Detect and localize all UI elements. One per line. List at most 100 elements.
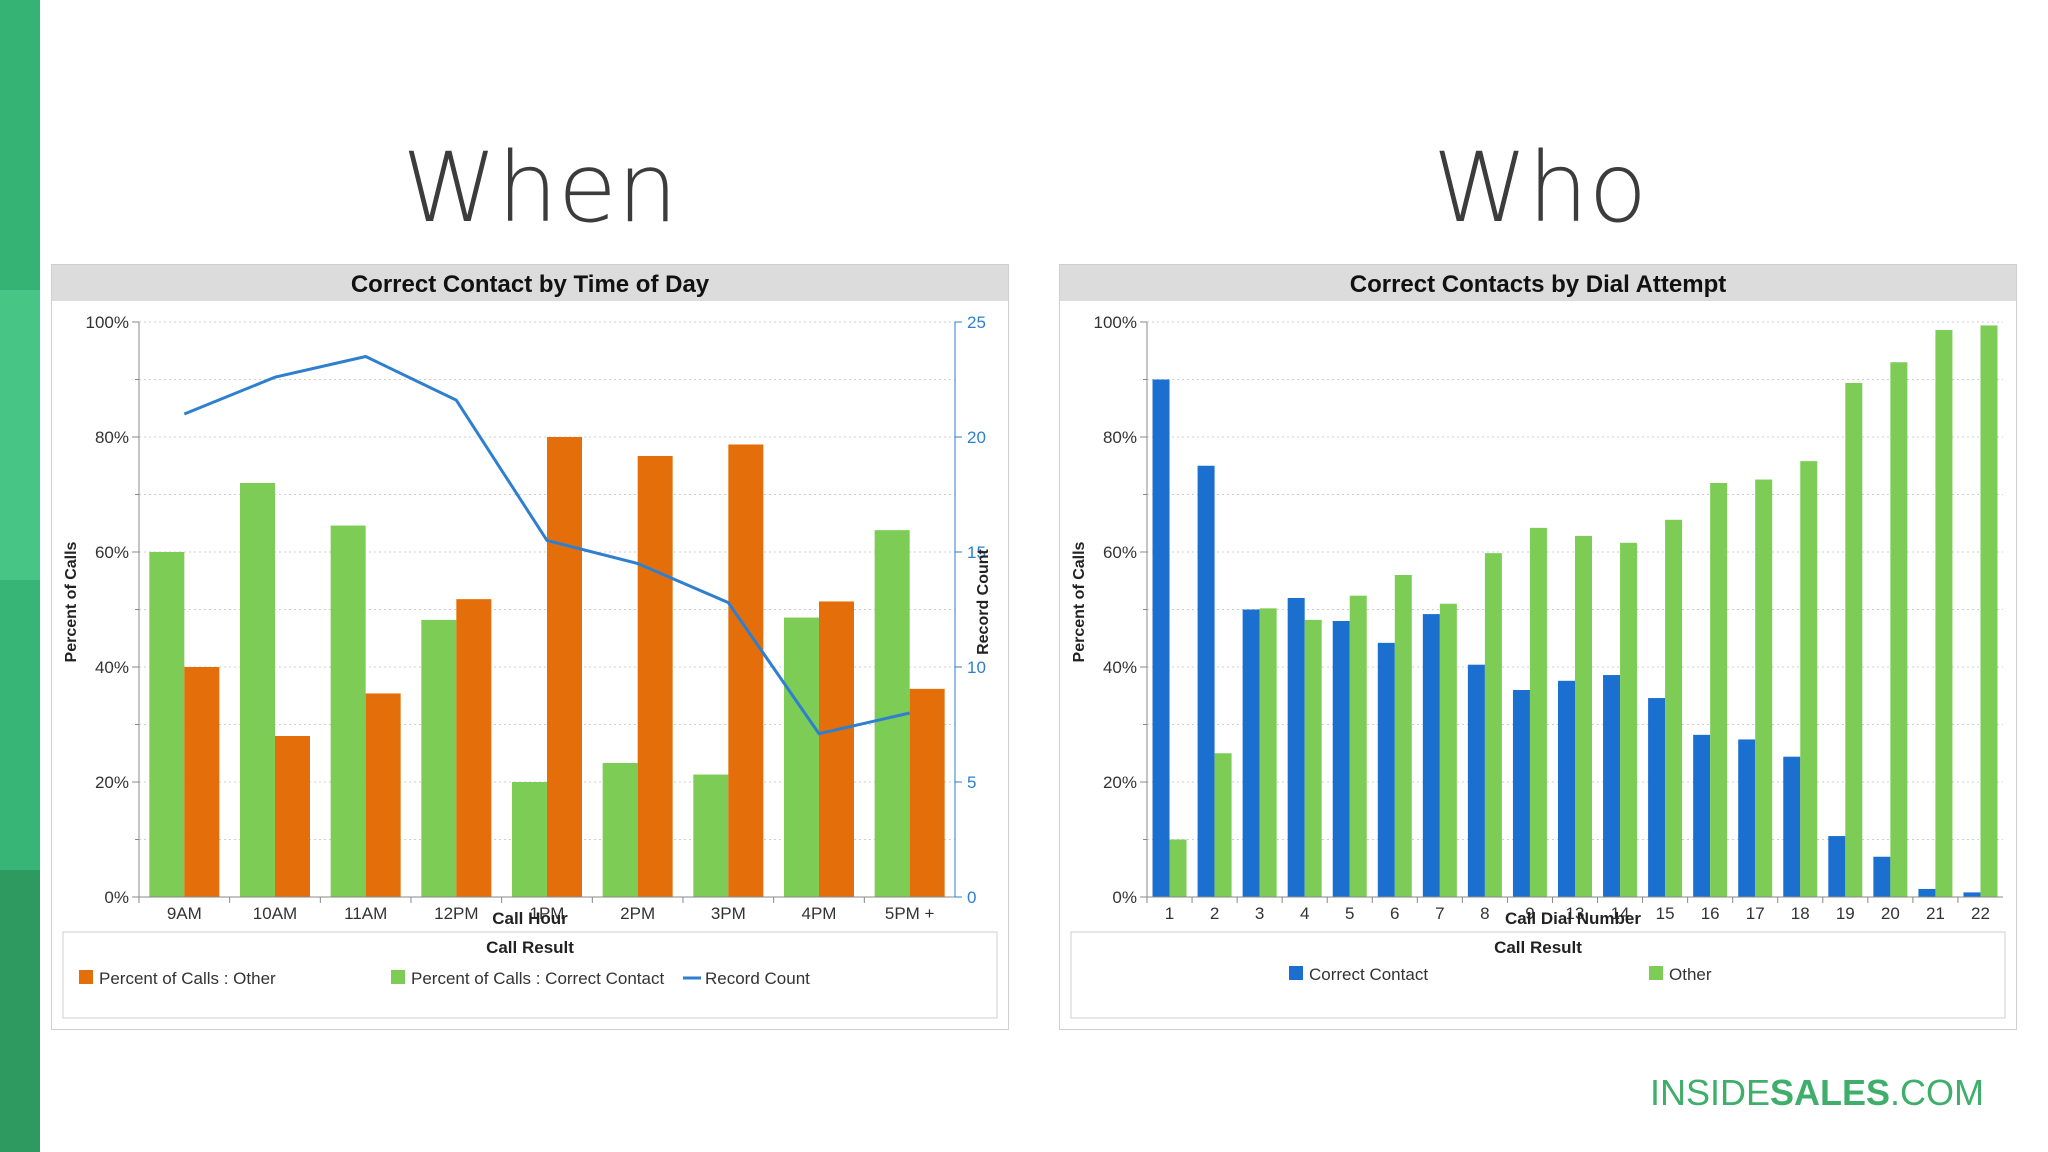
bar-percent-of-calls-other	[456, 599, 492, 897]
y-tick-label: 20%	[1103, 773, 1137, 792]
y2-tick-label: 20	[967, 428, 986, 447]
bar-percent-of-calls-other	[819, 601, 854, 897]
chart-header	[1060, 265, 2016, 301]
legend-label: Percent of Calls : Correct Contact	[411, 969, 664, 988]
y2-tick-label: 0	[967, 888, 976, 907]
y2-tick-label: 15	[967, 543, 986, 562]
bar-percent-of-calls-correct-contact	[693, 774, 729, 897]
y-axis-label: Percent of Calls	[63, 541, 80, 662]
brand-sales: SALES	[1769, 1072, 1890, 1113]
legend-label: Percent of Calls : Other	[99, 969, 276, 988]
bar-correct-contact	[1287, 598, 1305, 897]
insidesales-logo: INSIDESALES.COM	[1650, 1072, 1984, 1114]
bar-other	[1349, 595, 1367, 897]
x-tick-label: 5PM +	[885, 904, 935, 923]
chart-title: Correct Contacts by Dial Attempt	[1350, 271, 1727, 298]
line-record-count	[183, 354, 911, 736]
bar-correct-contact	[1603, 675, 1621, 897]
bar-other	[1890, 362, 1908, 897]
bar-correct-contact	[1873, 856, 1891, 897]
y-tick-label: 60%	[1103, 543, 1137, 562]
bar-other	[1394, 575, 1412, 897]
bar-other	[1755, 479, 1773, 897]
bar-other	[1845, 382, 1863, 897]
x-axis-label: Call Dial Number	[1505, 909, 1641, 928]
y-tick-label: 60%	[95, 543, 129, 562]
bar-correct-contact	[1558, 680, 1575, 897]
bar-percent-of-calls-other	[909, 688, 945, 897]
bar-percent-of-calls-other	[275, 736, 310, 897]
x-tick-label: 13	[1566, 904, 1585, 923]
accent-stripe	[0, 580, 40, 870]
legend-label: Correct Contact	[1309, 965, 1428, 984]
slide-title-who: Who	[1432, 132, 1648, 244]
time-of-day-chart: Correct Contact by Time of Day 0% 20% 40% 6…	[51, 264, 1009, 1030]
bar-percent-of-calls-other	[547, 437, 582, 897]
bar-other	[1529, 527, 1547, 897]
bar-correct-contact	[1197, 465, 1215, 897]
x-tick-label: 5	[1345, 904, 1354, 923]
bar-other	[1665, 519, 1683, 897]
x-tick-label: 2	[1210, 904, 1219, 923]
bar-percent-of-calls-correct-contact	[602, 763, 638, 897]
x-tick-label: 2PM	[620, 904, 655, 923]
bar-correct-contact	[1783, 756, 1801, 897]
x-tick-label: 22	[1971, 904, 1990, 923]
bar-correct-contact	[1152, 379, 1170, 897]
chart-header	[52, 265, 1008, 301]
bar-correct-contact	[1512, 690, 1530, 897]
bar-percent-of-calls-other	[365, 693, 401, 897]
bar-percent-of-calls-other	[184, 667, 220, 897]
bar-percent-of-calls-correct-contact	[784, 617, 819, 897]
x-axis-label: Call Hour	[492, 909, 568, 928]
x-tick-label: 14	[1611, 904, 1630, 923]
y-tick-label: 100%	[1094, 313, 1137, 332]
y-tick-label: 20%	[95, 773, 129, 792]
bar-other	[1620, 542, 1638, 897]
x-tick-label: 18	[1791, 904, 1810, 923]
slide-title-when: When	[402, 132, 678, 244]
y-tick-label: 100%	[86, 313, 129, 332]
bar-correct-contact	[1332, 621, 1350, 897]
legend-swatch	[1649, 966, 1663, 980]
bar-other	[1259, 608, 1277, 897]
legend-label: Other	[1669, 965, 1712, 984]
brand-dotcom: .COM	[1890, 1072, 1984, 1113]
x-tick-label: 16	[1701, 904, 1720, 923]
y-tick-label: 80%	[1103, 428, 1137, 447]
bar-percent-of-calls-correct-contact	[512, 782, 547, 897]
y-tick-label: 0%	[1112, 888, 1137, 907]
x-tick-label: 19	[1836, 904, 1855, 923]
bar-other	[1800, 461, 1818, 897]
bar-correct-contact	[1242, 609, 1260, 897]
y-axis-label: Percent of Calls	[1071, 541, 1088, 662]
legend-swatch	[1289, 966, 1303, 980]
x-tick-label: 12PM	[434, 904, 478, 923]
bar-percent-of-calls-other	[728, 444, 764, 897]
bar-other	[1710, 483, 1728, 897]
x-tick-label: 20	[1881, 904, 1900, 923]
brand-inside: INSIDE	[1649, 1072, 1770, 1113]
x-tick-label: 4	[1300, 904, 1309, 923]
bar-other	[1575, 535, 1592, 897]
bar-percent-of-calls-correct-contact	[240, 483, 275, 897]
x-tick-label: 3	[1255, 904, 1264, 923]
bar-correct-contact	[1693, 734, 1711, 897]
x-tick-label: 10AM	[253, 904, 297, 923]
legend-title: Call Result	[486, 938, 574, 957]
x-tick-label: 8	[1480, 904, 1489, 923]
chart-panel-dial-attempt: Correct Contacts by Dial Attempt 0% 20% 40…	[1059, 264, 2017, 1030]
accent-stripe	[0, 0, 40, 290]
x-tick-label: 9	[1525, 904, 1534, 923]
bar-correct-contact	[1648, 698, 1666, 897]
dial-attempt-chart: Correct Contacts by Dial Attempt 0% 20% 40…	[1059, 264, 2017, 1030]
bar-correct-contact	[1738, 739, 1756, 897]
x-tick-label: 17	[1746, 904, 1765, 923]
bar-other	[1439, 603, 1457, 897]
legend-swatch	[391, 970, 405, 984]
y-tick-label: 40%	[95, 658, 129, 677]
bar-correct-contact	[1467, 664, 1485, 897]
y2-axis-label: Record Count	[975, 548, 992, 654]
y-tick-label: 0%	[104, 888, 129, 907]
legend-box	[62, 931, 998, 1019]
